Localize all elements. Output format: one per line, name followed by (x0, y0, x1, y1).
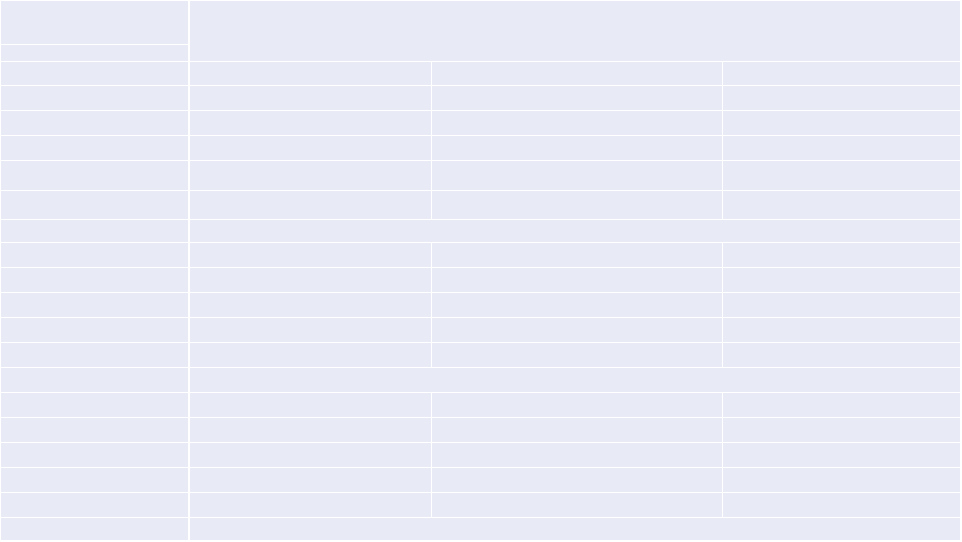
grid-cell[interactable] (1, 418, 188, 442)
grid-cell[interactable] (1, 468, 188, 492)
grid-cell[interactable] (723, 318, 960, 342)
grid-cell[interactable] (723, 468, 960, 492)
header-corner-top (1, 1, 188, 44)
grid-cell[interactable] (723, 161, 960, 190)
grid-cell[interactable] (190, 268, 431, 292)
grid-cell[interactable] (723, 136, 960, 160)
grid-cell[interactable] (190, 86, 431, 110)
grid-cell[interactable] (432, 318, 722, 342)
grid-cell[interactable] (1, 86, 188, 110)
grid-cell[interactable] (432, 393, 722, 417)
grid-cell[interactable] (723, 62, 960, 85)
grid-cell[interactable] (1, 111, 188, 135)
grid-cell[interactable] (1, 343, 188, 367)
section-header-band (190, 518, 960, 540)
grid-cell[interactable] (723, 343, 960, 367)
grid-cell[interactable] (1, 443, 188, 467)
grid-cell[interactable] (432, 268, 722, 292)
grid-cell[interactable] (723, 268, 960, 292)
grid-cell[interactable] (723, 243, 960, 267)
grid-cell[interactable] (432, 191, 722, 219)
grid-cell[interactable] (190, 293, 431, 317)
grid-cell[interactable] (432, 136, 722, 160)
grid-cell[interactable] (723, 418, 960, 442)
grid-cell[interactable] (190, 393, 431, 417)
grid-cell[interactable] (432, 86, 722, 110)
header-corner-bottom (1, 45, 188, 61)
section-label (1, 368, 188, 392)
grid-cell[interactable] (432, 493, 722, 517)
grid-cell[interactable] (1, 191, 188, 219)
grid-cell[interactable] (1, 393, 188, 417)
section-header-band (190, 368, 960, 392)
grid-cell[interactable] (432, 343, 722, 367)
section-label (1, 220, 188, 242)
grid-cell[interactable] (432, 418, 722, 442)
grid-cell[interactable] (190, 443, 431, 467)
grid-cell[interactable] (190, 136, 431, 160)
section-label (1, 518, 188, 540)
grid-cell[interactable] (723, 86, 960, 110)
grid-cell[interactable] (190, 161, 431, 190)
grid-cell[interactable] (432, 111, 722, 135)
grid-cell[interactable] (190, 343, 431, 367)
grid-cell[interactable] (723, 443, 960, 467)
grid-cell[interactable] (190, 191, 431, 219)
grid-cell[interactable] (1, 62, 188, 85)
grid-cell[interactable] (723, 493, 960, 517)
grid-cell[interactable] (1, 268, 188, 292)
grid-cell[interactable] (190, 493, 431, 517)
grid-cell[interactable] (190, 62, 431, 85)
grid-cell[interactable] (190, 418, 431, 442)
grid-cell[interactable] (1, 318, 188, 342)
grid-cell[interactable] (432, 161, 722, 190)
grid-cell[interactable] (190, 468, 431, 492)
grid-cell[interactable] (432, 443, 722, 467)
grid-cell[interactable] (723, 393, 960, 417)
grid-cell[interactable] (723, 191, 960, 219)
grid-cell[interactable] (1, 243, 188, 267)
grid-cell[interactable] (1, 161, 188, 190)
grid-cell[interactable] (190, 243, 431, 267)
grid-cell[interactable] (190, 111, 431, 135)
grid-cell[interactable] (1, 493, 188, 517)
grid-cell[interactable] (432, 293, 722, 317)
grid-cell[interactable] (1, 136, 188, 160)
grid-cell[interactable] (723, 293, 960, 317)
section-header-band (190, 220, 960, 242)
grid-cell[interactable] (432, 62, 722, 85)
grid-cell[interactable] (1, 293, 188, 317)
grid-cell[interactable] (432, 468, 722, 492)
header-title (190, 1, 960, 61)
grid-cell[interactable] (190, 318, 431, 342)
grid-cell[interactable] (432, 243, 722, 267)
grid-cell[interactable] (723, 111, 960, 135)
